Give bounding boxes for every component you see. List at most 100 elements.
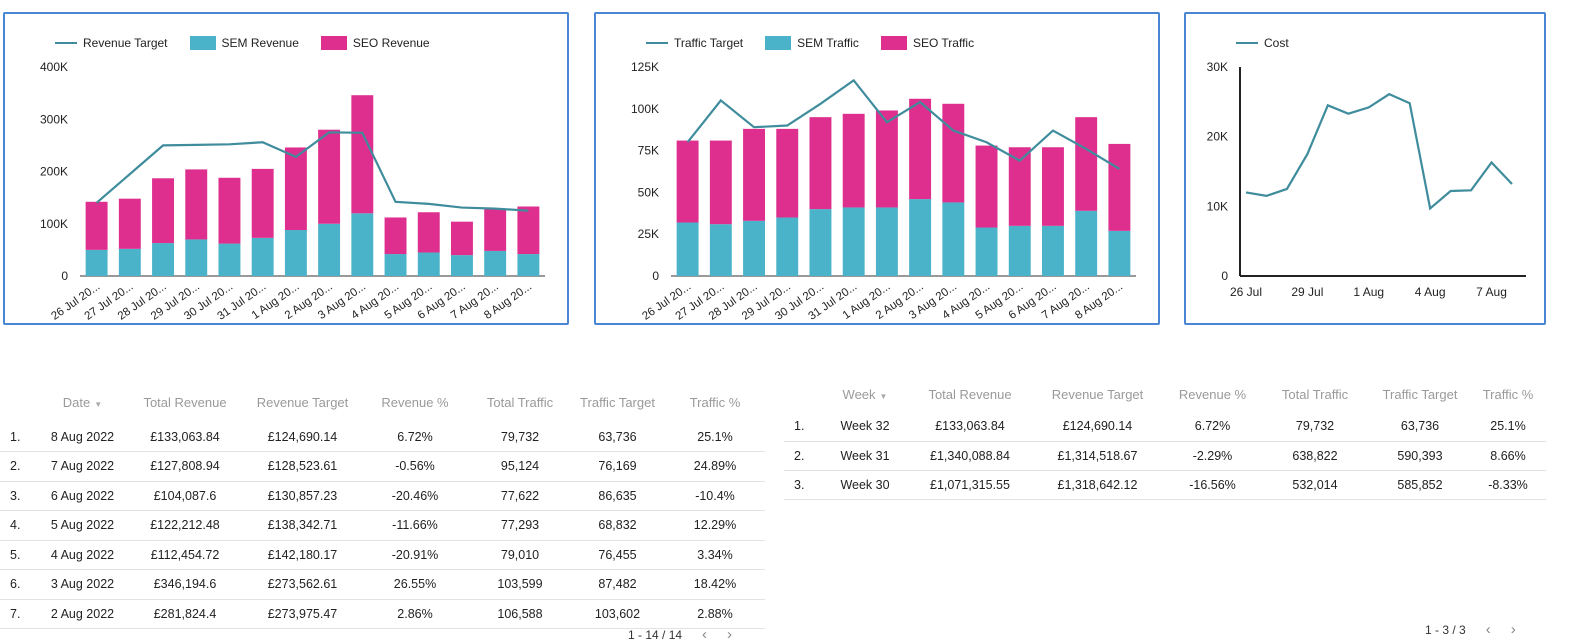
bar-sem-traffic	[842, 207, 865, 276]
table-row[interactable]: 2. Week 31 £1,340,088.84 £1,314,518.67 -2.29…	[784, 441, 1546, 471]
column-header-revenue-target[interactable]: Revenue Target	[256, 394, 349, 410]
traffic-chart-legend: Traffic Target SEM Traffic SEO Traffic	[646, 36, 974, 50]
bar-sem-revenue	[118, 248, 141, 276]
sort-desc-icon[interactable]: ▼	[94, 399, 103, 409]
sort-desc-icon[interactable]: ▼	[879, 391, 888, 401]
table-cell: -10.4%	[665, 481, 765, 511]
row-number: 5.	[0, 540, 40, 570]
x-tick-label: 26 Jul	[1230, 285, 1262, 299]
bar-sem-traffic	[975, 227, 998, 276]
table-cell: -8.33%	[1470, 470, 1546, 500]
column-header-traffic-target[interactable]: Traffic Target	[580, 394, 655, 410]
legend-item-cost[interactable]: Cost	[1236, 36, 1289, 50]
legend-item-sem-revenue[interactable]: SEM Revenue	[189, 36, 299, 50]
y-tick-label: 100K	[631, 102, 659, 116]
chevron-right-icon[interactable]: ›	[727, 626, 733, 643]
y-tick-label: 0	[61, 269, 68, 283]
y-tick-label: 200K	[40, 165, 68, 179]
bar-swatch	[189, 36, 216, 50]
bar-sem-revenue	[251, 237, 274, 276]
table-row[interactable]: 1. Week 32 £133,063.84 £124,690.14 6.72% 79,7…	[784, 412, 1546, 442]
row-number: 1.	[784, 412, 820, 442]
table-row[interactable]: 1. 8 Aug 2022 £133,063.84 £124,690.14 6.72% 7…	[0, 422, 765, 452]
table-row[interactable]: 3. Week 30 £1,071,315.55 £1,318,642.12 -16.5…	[784, 470, 1546, 500]
bar-sem-revenue	[417, 252, 440, 276]
column-header-traffic-pct[interactable]: Traffic %	[689, 394, 741, 410]
table-cell: -11.66%	[360, 510, 470, 541]
bar-sem-revenue	[484, 250, 507, 276]
table-row[interactable]: 2. 7 Aug 2022 £127,808.94 £128,523.61 -0.56%…	[0, 451, 765, 482]
bar-swatch	[880, 36, 907, 50]
column-header-revenue-pct[interactable]: Revenue %	[1178, 386, 1247, 402]
legend-item-sem-traffic[interactable]: SEM Traffic	[765, 36, 859, 50]
bar-sem-traffic	[743, 220, 765, 276]
bar-sem-revenue	[218, 243, 241, 276]
table-cell: 77,622	[470, 481, 570, 511]
revenue-chart-legend: Revenue Target SEM Revenue SEO Revenue	[55, 36, 430, 50]
table-cell: 86,635	[570, 481, 665, 511]
cost-chart-panel: Cost 30K 20K 10K 0 26 Jul 29 Jul 1 Aug 4 Aug 7 A…	[1184, 12, 1546, 325]
legend-label: SEO Traffic	[912, 36, 975, 50]
table-row[interactable]: 7. 2 Aug 2022 £281,824.4 £273,975.47 2.86% 10…	[0, 599, 765, 629]
legend-item-seo-revenue[interactable]: SEO Revenue	[320, 36, 430, 50]
chevron-right-icon[interactable]: ›	[1510, 621, 1516, 638]
table-cell: 6.72%	[360, 422, 470, 452]
table-cell: £112,454.72	[125, 540, 245, 570]
column-header-traffic-pct[interactable]: Traffic %	[1482, 386, 1534, 402]
line-swatch	[55, 42, 77, 44]
legend-item-revenue-target[interactable]: Revenue Target	[55, 36, 168, 50]
table-cell: 63,736	[1370, 412, 1470, 442]
column-header-total-traffic[interactable]: Total Traffic	[486, 394, 554, 410]
table-row[interactable]: 4. 5 Aug 2022 £122,212.48 £138,342.71 -11.66…	[0, 510, 765, 541]
chevron-left-icon[interactable]: ‹	[702, 626, 708, 643]
x-tick-label: 29 Jul	[1291, 285, 1323, 299]
column-header-total-traffic[interactable]: Total Traffic	[1281, 386, 1349, 402]
column-header-week[interactable]: Week ▼	[842, 386, 888, 402]
table-cell: 26.55%	[360, 569, 470, 600]
cost-chart[interactable]: 30K 20K 10K 026 Jul 29 Jul 1 Aug 4 Aug 7 Aug	[1186, 14, 1544, 323]
table-row[interactable]: 5. 4 Aug 2022 £112,454.72 £142,180.17 -20.91…	[0, 540, 765, 570]
table-cell: 6 Aug 2022	[40, 481, 125, 511]
table-header: Date ▼ Total Revenue Revenue Target Reven…	[0, 382, 765, 422]
row-number: 2.	[0, 451, 40, 482]
table-row[interactable]: 3. 6 Aug 2022 £104,087.6 £130,857.23 -20.46%…	[0, 481, 765, 511]
bar-sem-revenue	[85, 249, 108, 276]
table-cell: 638,822	[1260, 441, 1370, 471]
y-tick-label: 0	[652, 269, 659, 283]
column-header-date[interactable]: Date ▼	[62, 394, 103, 410]
line-swatch	[1236, 42, 1258, 44]
x-tick-label: 7 Aug	[1476, 285, 1507, 299]
table-cell: Week 30	[820, 470, 910, 500]
chevron-left-icon[interactable]: ‹	[1485, 621, 1491, 638]
column-header-traffic-target[interactable]: Traffic Target	[1382, 386, 1458, 402]
legend-label: Cost	[1264, 36, 1289, 50]
x-tick-label: 1 Aug	[1353, 285, 1384, 299]
table-row[interactable]: 6. 3 Aug 2022 £346,194.6 £273,562.61 26.55% 1…	[0, 569, 765, 600]
legend-item-seo-traffic[interactable]: SEO Traffic	[880, 36, 975, 50]
table-cell: 103,602	[570, 599, 665, 629]
table-cell: 25.1%	[665, 422, 765, 452]
bar-seo-traffic	[909, 98, 932, 200]
y-tick-label: 50K	[638, 185, 659, 199]
bar-seo-traffic	[743, 128, 765, 221]
column-header-revenue-target[interactable]: Revenue Target	[1051, 386, 1144, 402]
table-cell: 12.29%	[665, 510, 765, 541]
bar-seo-revenue	[484, 209, 507, 251]
table-cell: 77,293	[470, 510, 570, 541]
table-cell: 63,736	[570, 422, 665, 452]
column-header-revenue-pct[interactable]: Revenue %	[381, 394, 449, 410]
line-swatch	[646, 42, 668, 44]
bar-sem-traffic	[942, 202, 965, 276]
table-cell: £133,063.84	[910, 412, 1030, 442]
pagination-label: 1 - 3 / 3	[1425, 622, 1466, 637]
bar-seo-revenue	[85, 201, 108, 250]
column-header-total-revenue[interactable]: Total Revenue	[143, 394, 227, 410]
column-header-total-revenue[interactable]: Total Revenue	[928, 386, 1012, 402]
table-cell: £346,194.6	[125, 569, 245, 600]
bar-swatch	[320, 36, 347, 50]
y-tick-label: 100K	[40, 217, 68, 231]
legend-item-traffic-target[interactable]: Traffic Target	[646, 36, 743, 50]
bar-seo-revenue	[284, 147, 307, 231]
